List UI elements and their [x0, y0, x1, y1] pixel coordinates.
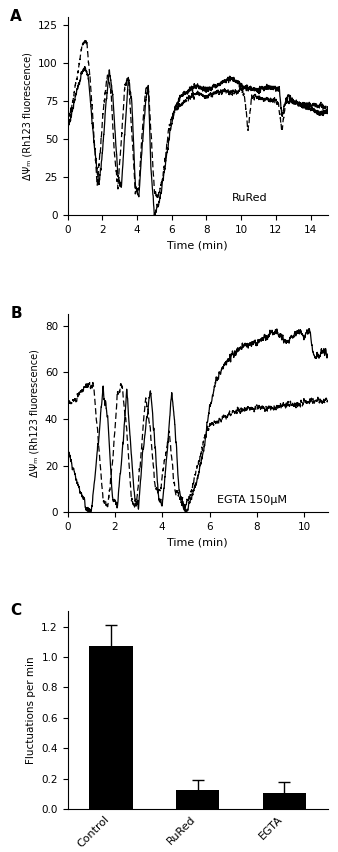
Y-axis label: Fluctuations per min: Fluctuations per min [26, 657, 36, 764]
Y-axis label: ΔΨₘ (Rh123 fluorescence): ΔΨₘ (Rh123 fluorescence) [22, 52, 32, 180]
Text: RuRed: RuRed [232, 193, 268, 203]
Text: EGTA 150μM: EGTA 150μM [217, 495, 287, 505]
Bar [176, 790, 219, 809]
Text: B: B [10, 306, 22, 321]
X-axis label: Time (min): Time (min) [167, 240, 228, 250]
Bar [263, 792, 306, 809]
Text: A: A [10, 9, 22, 24]
Bar [89, 647, 133, 809]
Text: C: C [10, 603, 22, 619]
X-axis label: Time (min): Time (min) [167, 538, 228, 548]
Y-axis label: ΔΨₘ (Rh123 fluorescence): ΔΨₘ (Rh123 fluorescence) [29, 349, 39, 477]
